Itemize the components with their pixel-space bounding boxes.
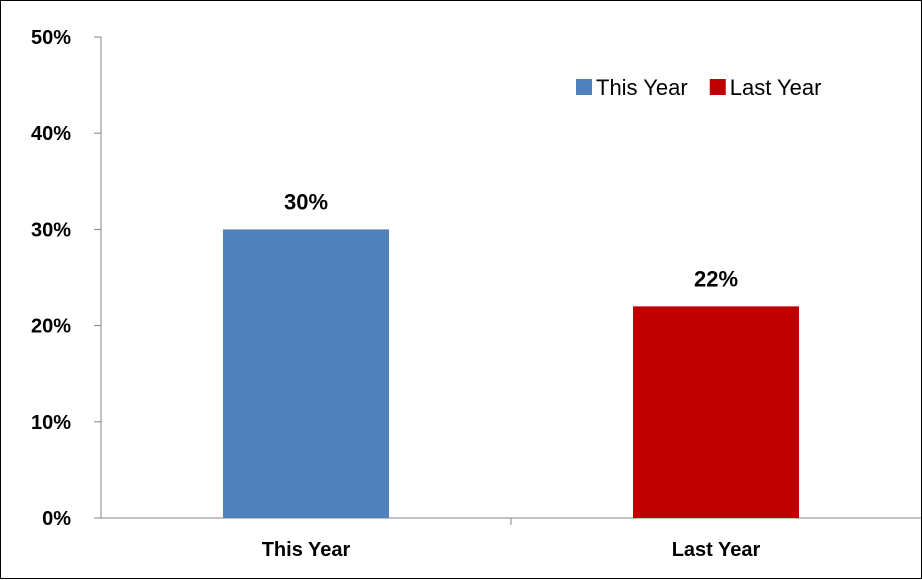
y-tick-label: 40%	[31, 123, 71, 145]
y-tick-labels: 0% 10% 20% 30% 40% 50%	[31, 27, 71, 530]
y-tick-label: 20%	[31, 316, 71, 338]
bar	[632, 306, 800, 518]
legend-swatch	[576, 79, 592, 95]
category-labels: This Year Last Year	[262, 539, 761, 561]
category-label: This Year	[262, 539, 351, 561]
y-tick-label: 10%	[31, 412, 71, 434]
bars	[222, 229, 800, 518]
y-tick-label: 30%	[31, 219, 71, 241]
category-label: Last Year	[672, 539, 761, 561]
y-tick-label: 50%	[31, 27, 71, 49]
legend-label: Last Year	[730, 75, 822, 100]
data-label: 30%	[284, 189, 328, 214]
y-tick-label: 0%	[42, 508, 71, 530]
legend-label: This Year	[596, 75, 688, 100]
data-label: 22%	[694, 266, 738, 291]
bar	[222, 229, 390, 518]
legend-swatch	[709, 79, 726, 95]
legend: This Year Last Year	[576, 75, 821, 100]
data-labels: 30% 22%	[284, 189, 738, 291]
